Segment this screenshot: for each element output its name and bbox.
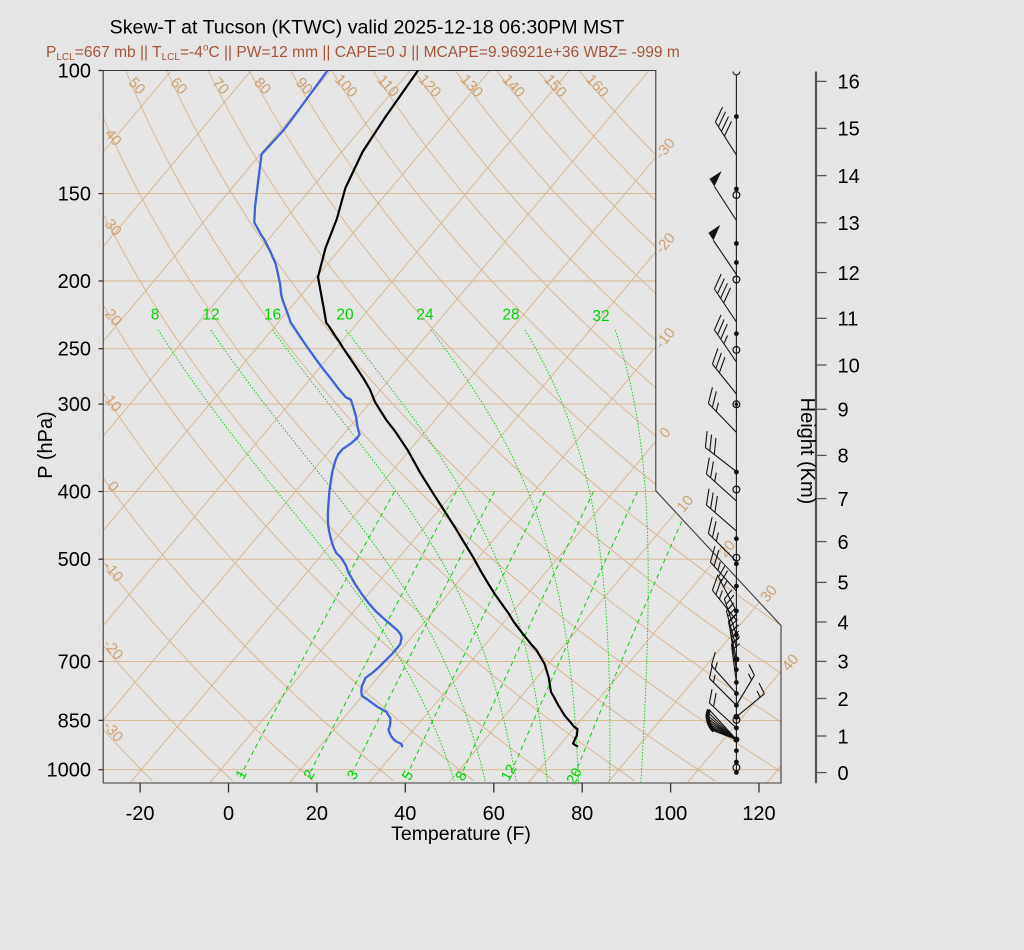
- svg-text:24: 24: [416, 307, 434, 324]
- svg-text:100: 100: [58, 61, 91, 83]
- svg-text:9: 9: [838, 400, 849, 422]
- svg-text:120: 120: [742, 803, 775, 825]
- svg-text:12: 12: [498, 762, 520, 784]
- svg-text:1: 1: [838, 726, 849, 748]
- svg-text:10: 10: [838, 355, 860, 377]
- svg-text:12: 12: [202, 307, 219, 324]
- svg-text:150: 150: [58, 184, 91, 206]
- svg-text:250: 250: [58, 339, 91, 361]
- svg-text:60: 60: [483, 803, 505, 825]
- svg-text:Temperature (F): Temperature (F): [391, 823, 531, 845]
- svg-text:12: 12: [838, 263, 860, 285]
- svg-text:Height (Km): Height (Km): [796, 398, 818, 505]
- svg-text:20: 20: [306, 803, 328, 825]
- svg-text:200: 200: [58, 271, 91, 293]
- svg-text:4: 4: [838, 612, 849, 634]
- svg-text:7: 7: [838, 489, 849, 511]
- svg-text:20: 20: [336, 307, 354, 324]
- svg-text:400: 400: [58, 482, 91, 504]
- svg-text:700: 700: [58, 651, 91, 673]
- svg-text:0: 0: [838, 763, 849, 785]
- svg-text:8: 8: [151, 307, 160, 324]
- svg-text:20: 20: [564, 765, 586, 787]
- svg-text:PLCL=667 mb || TLCL=-4oC || PW: PLCL=667 mb || TLCL=-4oC || PW=12 mm || …: [46, 43, 680, 64]
- svg-text:32: 32: [592, 308, 609, 325]
- svg-text:100: 100: [654, 803, 687, 825]
- svg-text:13: 13: [838, 213, 860, 235]
- svg-text:80: 80: [571, 803, 593, 825]
- svg-text:15: 15: [838, 119, 860, 141]
- svg-text:-20: -20: [126, 803, 155, 825]
- svg-text:850: 850: [58, 710, 91, 732]
- svg-text:300: 300: [58, 394, 91, 416]
- svg-text:500: 500: [58, 549, 91, 571]
- svg-text:Skew-T at Tucson (KTWC) valid: Skew-T at Tucson (KTWC) valid 2025-12-18…: [110, 17, 625, 39]
- svg-text:3: 3: [838, 652, 849, 674]
- svg-text:16: 16: [264, 307, 281, 324]
- svg-text:P (hPa): P (hPa): [35, 411, 57, 478]
- svg-text:1000: 1000: [47, 760, 92, 782]
- svg-text:14: 14: [838, 166, 860, 188]
- svg-text:6: 6: [838, 532, 849, 554]
- svg-text:40: 40: [394, 803, 416, 825]
- svg-text:2: 2: [838, 689, 849, 711]
- svg-text:5: 5: [838, 573, 849, 595]
- svg-text:11: 11: [838, 309, 859, 331]
- svg-text:0: 0: [223, 803, 234, 825]
- svg-text:8: 8: [838, 446, 849, 468]
- svg-text:16: 16: [838, 72, 860, 94]
- svg-text:28: 28: [502, 307, 519, 324]
